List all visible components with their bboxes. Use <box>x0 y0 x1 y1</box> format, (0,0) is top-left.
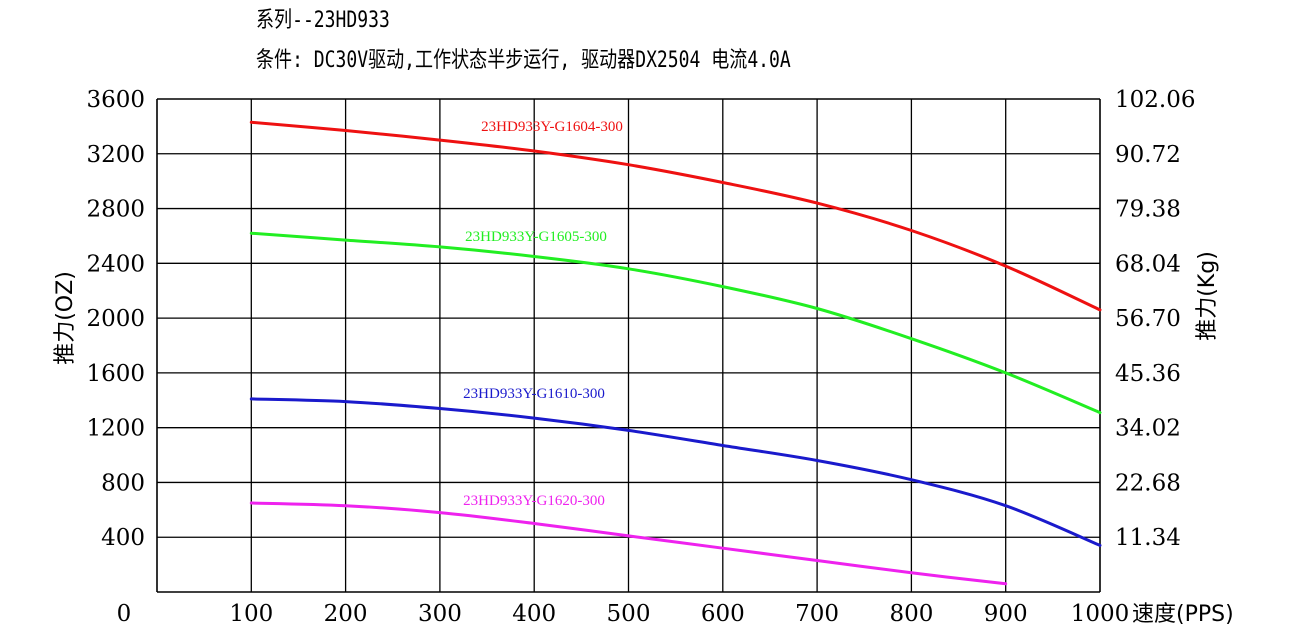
right-y-tick-labels: 11.34 22.68 34.02 45.36 56.70 68.04 79.38 90.72… <box>1115 87 1195 551</box>
right-y-tick-label: 22.68 <box>1115 470 1181 496</box>
series-label: 23HD933Y-G1605-300 <box>465 229 607 245</box>
x-tick-label: 500 <box>607 601 651 627</box>
right-y-axis-title: 推力(Kg) <box>1195 251 1220 341</box>
left-y-tick-labels: 400 800 1200 1600 2000 2400 2800 3200 3600 <box>86 87 145 551</box>
series-line-23HD933Y-G1604-300 <box>249 120 1102 312</box>
x-tick-label: 900 <box>984 601 1028 627</box>
left-y-tick-label: 800 <box>101 470 145 496</box>
x-tick-label: 300 <box>418 601 462 627</box>
series-line-23HD933Y-G1620-300 <box>249 501 1008 586</box>
condition-subtitle: 条件: DC30V驱动,工作状态半步运行, 驱动器DX2504 电流4.0A <box>256 48 791 73</box>
left-y-tick-label: 400 <box>101 525 145 551</box>
series-title: 系列--23HD933 <box>256 8 390 33</box>
x-tick-label: 600 <box>701 601 745 627</box>
series-line-23HD933Y-G1605-300 <box>249 231 1102 415</box>
grid-lines <box>157 99 1100 592</box>
right-y-tick-label: 79.38 <box>1115 197 1181 223</box>
right-y-tick-label: 11.34 <box>1115 525 1181 551</box>
series-curves <box>249 120 1102 586</box>
right-y-tick-label: 34.02 <box>1115 416 1181 442</box>
series-label: 23HD933Y-G1610-300 <box>463 386 605 402</box>
left-y-tick-label: 1200 <box>86 416 145 442</box>
left-y-tick-label: 2000 <box>86 306 145 332</box>
left-y-tick-label: 1600 <box>86 361 145 387</box>
series-label: 23HD933Y-G1604-300 <box>481 119 623 135</box>
x-tick-label: 200 <box>324 601 368 627</box>
x-tick-label: 700 <box>795 601 839 627</box>
left-y-tick-label: 3200 <box>86 142 145 168</box>
x-tick-label: 100 <box>229 601 273 627</box>
series-label: 23HD933Y-G1620-300 <box>463 493 605 509</box>
right-y-tick-label: 68.04 <box>1115 251 1181 277</box>
x-tick-label: 400 <box>512 601 556 627</box>
series-labels: 23HD933Y-G1604-300 23HD933Y-G1605-300 23HD… <box>463 119 623 509</box>
x-tick-label: 0 <box>117 601 132 627</box>
left-y-axis-title: 推力(OZ) <box>53 271 78 365</box>
right-y-tick-label: 56.70 <box>1115 306 1181 332</box>
x-tick-label: 1000 <box>1071 601 1130 627</box>
left-y-tick-label: 2800 <box>86 197 145 223</box>
series-line-23HD933Y-G1610-300 <box>249 397 1102 547</box>
right-y-tick-label: 90.72 <box>1115 142 1181 168</box>
x-tick-labels: 0 100 200 300 400 500 600 700 800 900 1000 <box>117 601 1130 627</box>
plot-frame <box>156 98 1101 593</box>
right-y-tick-label: 45.36 <box>1115 361 1181 387</box>
left-y-tick-label: 3600 <box>86 87 145 113</box>
x-axis-title: 速度(PPS) <box>1132 602 1234 627</box>
left-y-tick-label: 2400 <box>86 251 145 277</box>
x-tick-label: 800 <box>889 601 933 627</box>
right-y-tick-label: 102.06 <box>1115 87 1195 113</box>
